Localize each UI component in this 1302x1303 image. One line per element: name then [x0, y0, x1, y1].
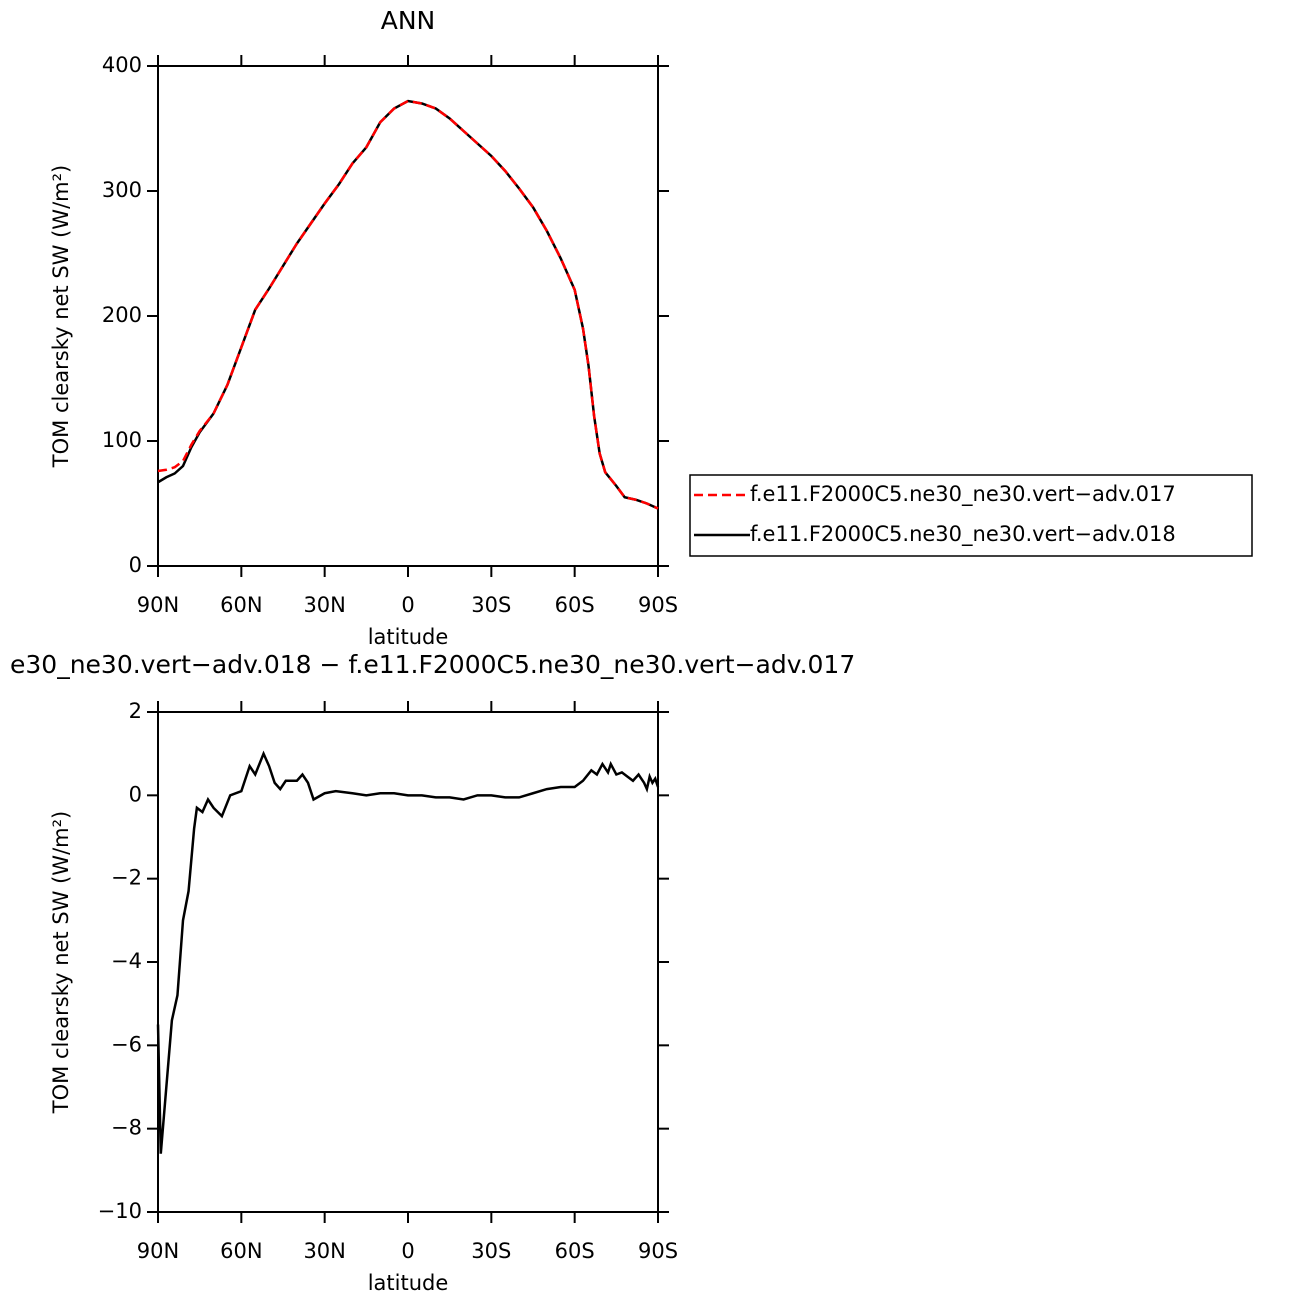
y-tick-label: 200 [102, 303, 142, 327]
x-tick-label: 60N [220, 593, 262, 617]
x-tick-label: 90S [638, 593, 678, 617]
x-tick-label: 90S [638, 1239, 678, 1263]
chart-title: e30_ne30.vert−adv.018 − f.e11.F2000C5.ne… [10, 650, 855, 679]
legend-label: f.e11.F2000C5.ne30_ne30.vert−adv.017 [750, 482, 1176, 507]
y-tick-label: 2 [129, 699, 142, 723]
y-tick-label: −4 [111, 949, 142, 973]
y-tick-label: 100 [102, 428, 142, 452]
x-tick-label: 30N [303, 593, 345, 617]
legend-box [689, 474, 1253, 557]
y-axis-label: TOM clearsky net SW (W/m²) [49, 165, 73, 468]
x-tick-label: 90N [137, 1239, 179, 1263]
legend-label: f.e11.F2000C5.ne30_ne30.vert−adv.018 [750, 522, 1176, 547]
data-line [157, 99, 659, 510]
x-tick-label: 30N [303, 1239, 345, 1263]
data-line [156, 750, 660, 1154]
y-tick-label: −10 [98, 1199, 142, 1223]
x-tick-label: 60S [555, 1239, 595, 1263]
y-tick-label: 0 [129, 553, 142, 577]
x-tick-label: 0 [401, 1239, 414, 1263]
x-tick-label: 30S [471, 1239, 511, 1263]
plot-frame [157, 65, 659, 567]
chart-title: ANN [381, 6, 436, 35]
x-tick-label: 60N [220, 1239, 262, 1263]
x-axis-label: latitude [368, 625, 449, 649]
y-axis-label: TOM clearsky net SW (W/m²) [49, 811, 73, 1114]
y-tick-label: 400 [102, 53, 142, 77]
y-tick-label: −6 [111, 1032, 142, 1056]
data-line [157, 99, 659, 510]
y-tick-label: −2 [111, 866, 142, 890]
y-tick-label: 0 [129, 782, 142, 806]
x-tick-label: 90N [137, 593, 179, 617]
y-tick-label: 300 [102, 178, 142, 202]
x-tick-label: 0 [401, 593, 414, 617]
plot-frame [157, 711, 659, 1213]
x-tick-label: 60S [555, 593, 595, 617]
x-axis-label: latitude [368, 1271, 449, 1295]
y-tick-label: −8 [111, 1116, 142, 1140]
x-tick-label: 30S [471, 593, 511, 617]
